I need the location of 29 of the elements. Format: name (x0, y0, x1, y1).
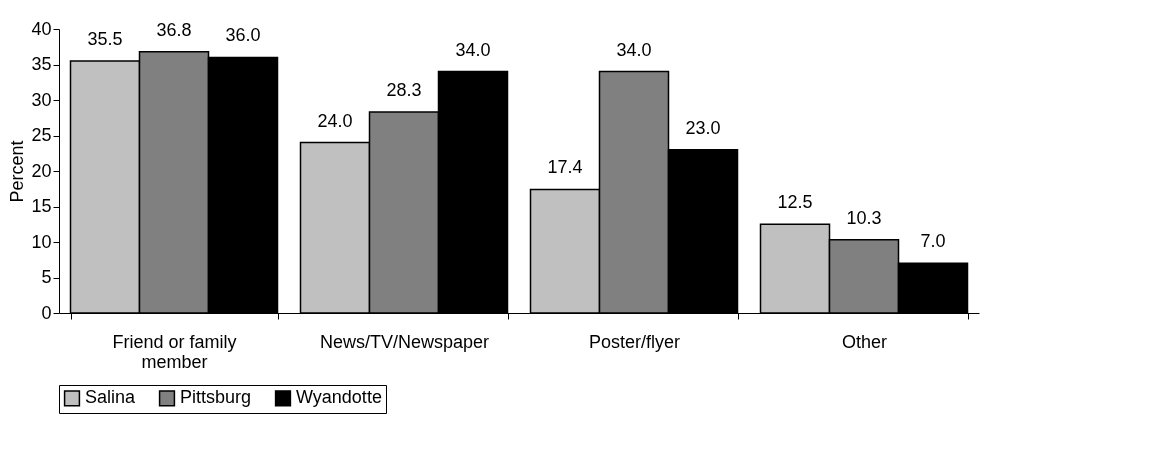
data-label: 34.0 (455, 39, 491, 60)
y-tick-label: 0 (41, 302, 52, 323)
y-axis-title: Percent (7, 140, 28, 203)
data-label: 7.0 (920, 231, 946, 252)
data-label: 17.4 (547, 157, 583, 178)
data-label: 34.0 (616, 39, 652, 60)
legend-label: Wyandotte (296, 387, 382, 408)
data-label: 23.0 (685, 117, 721, 138)
data-label: 36.0 (225, 25, 261, 46)
y-tick-label: 20 (31, 160, 52, 181)
y-tick-label: 25 (31, 125, 52, 145)
y-tick-label: 5 (41, 267, 52, 287)
y-tick-label: 10 (31, 231, 52, 252)
legend-label: Salina (85, 387, 137, 408)
x-tick-label: News/TV/Newspaper (319, 331, 490, 352)
data-label: 24.0 (317, 110, 353, 131)
x-tick-label: Friend or family member (112, 331, 237, 372)
y-tick-label: 35 (31, 54, 52, 74)
legend-label: Pittsburg (180, 387, 252, 408)
y-tick-label: 30 (31, 89, 52, 110)
data-label: 10.3 (846, 207, 882, 228)
data-label: 36.8 (156, 19, 192, 40)
y-tick-label: 40 (31, 18, 52, 39)
data-label: 12.5 (777, 192, 813, 213)
data-label: 28.3 (386, 80, 422, 101)
data-label: 35.5 (87, 28, 123, 49)
x-tick-label: Poster/flyer (588, 331, 681, 352)
y-tick-label: 15 (31, 196, 52, 216)
x-tick-label: Other (841, 331, 888, 352)
